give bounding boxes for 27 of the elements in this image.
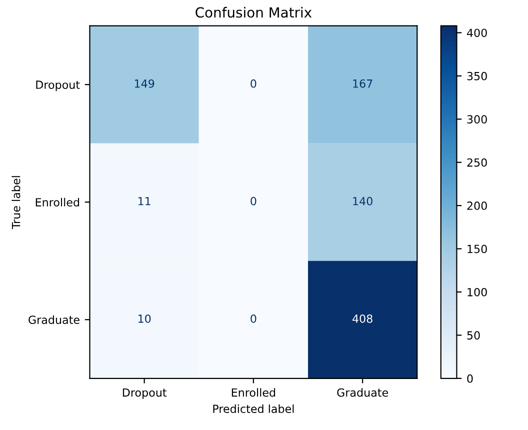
data-label: 408 — [352, 314, 372, 323]
x-tick-label: Dropout — [122, 388, 167, 399]
color-bar-label: 300 — [467, 115, 487, 124]
x-tick-label: Graduate — [337, 388, 388, 397]
color-bar-label: 150 — [468, 244, 487, 254]
data-label: 0 — [250, 314, 256, 323]
y-tick-label: Dropout — [36, 80, 80, 92]
color-bar-label: 350 — [467, 72, 487, 80]
data-label: 0 — [250, 196, 256, 206]
data-label: 0 — [250, 79, 256, 88]
data-label: 10 — [138, 314, 151, 323]
color-bar-label: 400 — [466, 28, 487, 38]
data-label: 140 — [353, 196, 372, 206]
data-label: 167 — [353, 79, 372, 88]
color-bar-label: 0 — [467, 374, 473, 383]
color-bar-label: 200 — [467, 202, 487, 210]
color-bar-label: 50 — [467, 331, 480, 340]
y-tick-label: Graduate — [28, 315, 80, 324]
y-axis-title: True label — [12, 176, 20, 230]
x-tick-label: Enrolled — [232, 388, 276, 397]
color-bar-label: 100 — [468, 288, 487, 296]
x-axis-title: Predicted label — [213, 404, 294, 414]
color-bar-label: 250 — [467, 158, 487, 167]
y-tick-label: Enrolled — [36, 198, 80, 206]
data-label: 149 — [134, 79, 154, 88]
data-label: 11 — [138, 197, 150, 206]
chart-title: Confusion Matrix — [196, 6, 312, 18]
